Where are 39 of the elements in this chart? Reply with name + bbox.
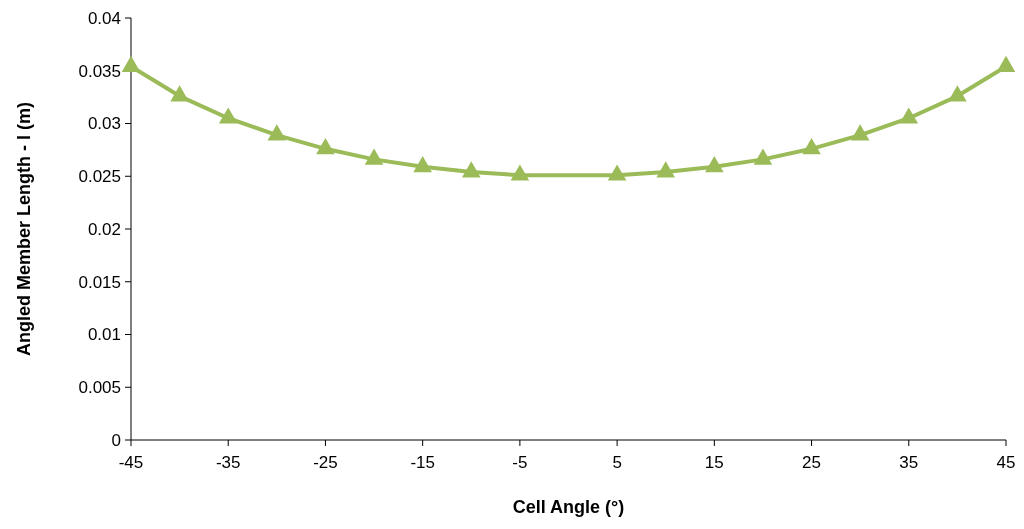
y-tick-label: 0.02 xyxy=(87,219,121,239)
y-tick-label: 0.005 xyxy=(78,378,121,398)
x-axis-title: Cell Angle (°) xyxy=(512,497,625,517)
point xyxy=(705,156,724,173)
y-tick-label: 0.04 xyxy=(87,8,121,28)
point xyxy=(753,148,773,165)
x-tick-label: 5 xyxy=(612,453,622,472)
point xyxy=(170,85,189,102)
y-tick-label: 0 xyxy=(111,430,121,450)
point xyxy=(461,161,481,178)
point xyxy=(267,124,287,141)
y-axis-title: Angled Member Length - l (m) xyxy=(14,102,34,356)
x-tick-label: -25 xyxy=(313,453,338,472)
point xyxy=(850,124,870,141)
point xyxy=(948,85,967,102)
point xyxy=(316,138,335,155)
x-tick-label: -45 xyxy=(118,453,144,472)
y-tick-label: 0.035 xyxy=(78,61,121,81)
point xyxy=(413,156,432,173)
point xyxy=(996,55,1016,72)
y-tick-label: 0.015 xyxy=(78,272,121,292)
x-tick-label: -15 xyxy=(410,453,435,472)
point xyxy=(121,55,141,72)
y-tick-label: 0.025 xyxy=(78,167,121,187)
point xyxy=(656,161,676,178)
point xyxy=(607,164,627,181)
x-tick-label: 35 xyxy=(899,453,919,472)
y-tick-label: 0.01 xyxy=(87,325,121,345)
x-tick-label: -5 xyxy=(512,453,528,472)
x-tick-label: 25 xyxy=(802,453,822,472)
y-tick-label: 0.03 xyxy=(87,114,121,134)
point xyxy=(510,164,530,181)
point xyxy=(899,107,919,124)
x-tick-label: 45 xyxy=(996,453,1016,472)
point xyxy=(802,138,821,155)
x-tick-label: 15 xyxy=(704,453,724,472)
point xyxy=(364,148,384,165)
point xyxy=(218,107,238,124)
x-tick-label: -35 xyxy=(215,453,241,472)
